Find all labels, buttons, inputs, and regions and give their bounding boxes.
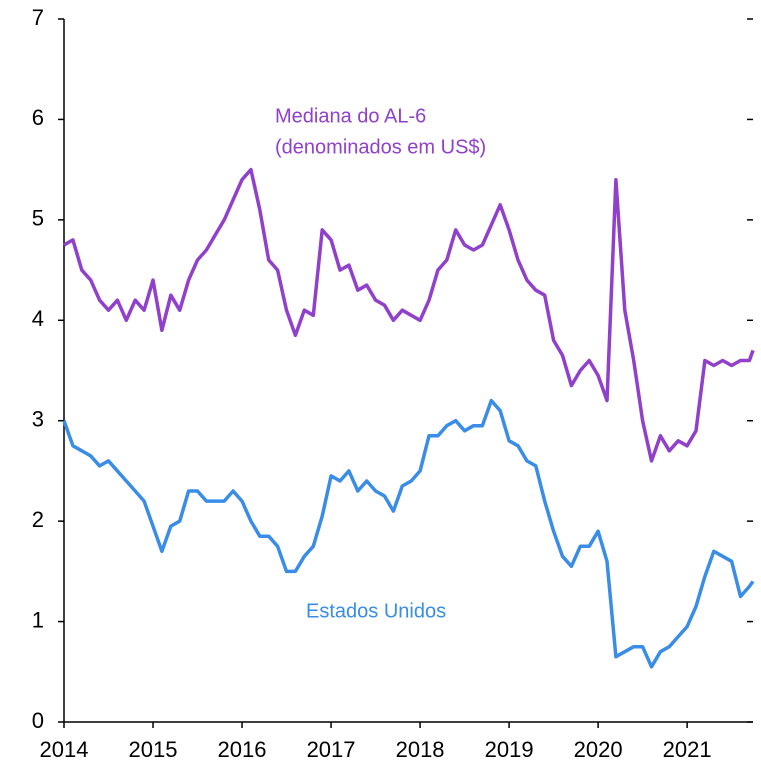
y-tick-label: 5 — [32, 206, 44, 231]
annotation: Estados Unidos — [306, 600, 446, 622]
y-tick-label: 0 — [32, 708, 44, 733]
x-tick-label: 2020 — [574, 737, 623, 762]
x-tick-label: 2016 — [218, 737, 267, 762]
y-tick-label: 6 — [32, 105, 44, 130]
x-tick-label: 2019 — [485, 737, 534, 762]
annotation: (denominados em US$) — [275, 136, 486, 158]
y-tick-label: 1 — [32, 607, 44, 632]
series-line — [62, 398, 755, 669]
x-tick-label: 2021 — [663, 737, 712, 762]
x-tick-label: 2018 — [396, 737, 445, 762]
x-tick-label: 2014 — [40, 737, 89, 762]
y-tick-label: 3 — [32, 407, 44, 432]
y-tick-label: 7 — [32, 5, 44, 30]
x-tick-label: 2017 — [307, 737, 356, 762]
y-tick-label: 2 — [32, 507, 44, 532]
y-tick-label: 4 — [32, 306, 44, 331]
annotation: Mediana do AL-6 — [275, 105, 426, 127]
series-line — [63, 167, 755, 463]
x-tick-label: 2015 — [129, 737, 178, 762]
